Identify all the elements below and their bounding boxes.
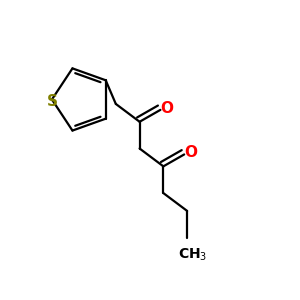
Text: O: O <box>184 146 197 160</box>
Text: S: S <box>46 94 57 110</box>
Text: O: O <box>160 101 173 116</box>
Text: CH$_3$: CH$_3$ <box>178 246 208 263</box>
